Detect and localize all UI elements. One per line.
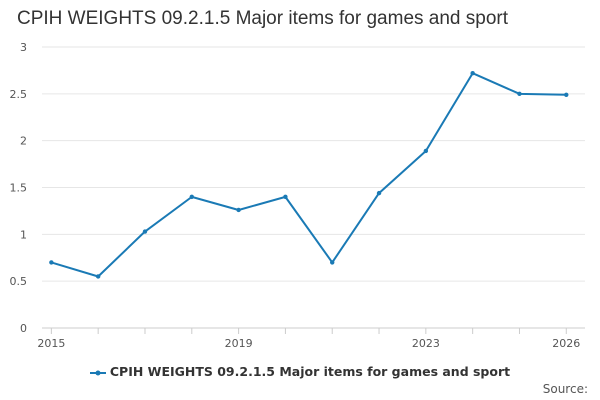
data-point[interactable] [564,92,569,97]
data-point[interactable] [517,91,522,97]
data-point[interactable] [236,207,241,213]
data-point[interactable] [376,190,382,196]
series-layer [49,71,569,279]
x-tick-label: 2019 [225,337,253,350]
x-axis: 2015 2019 2023 2026 [37,327,585,350]
data-point[interactable] [189,194,194,200]
y-tick-label: 1.5 [10,182,28,195]
y-tick-label: 3 [20,41,27,54]
data-point[interactable] [423,148,429,154]
grid-lines [42,46,585,282]
legend[interactable]: CPIH WEIGHTS 09.2.1.5 Major items for ga… [0,364,600,379]
x-tick-label: 2015 [37,337,65,350]
x-tick-label: 2023 [412,337,440,350]
source-label: Source: [542,382,588,396]
legend-marker-icon [89,370,106,375]
y-tick-label: 1 [20,228,27,241]
y-tick-label: 0 [20,322,27,335]
data-point[interactable] [142,229,148,234]
y-tick-label: 0.5 [10,275,28,288]
legend-label: CPIH WEIGHTS 09.2.1.5 Major items for ga… [109,364,511,379]
data-point[interactable] [49,260,54,265]
data-point[interactable] [95,274,101,279]
series-line [51,72,567,278]
y-tick-label: 2.5 [10,88,28,101]
y-tick-label: 2 [20,135,27,148]
data-point[interactable] [330,260,335,265]
data-point[interactable] [470,71,475,76]
chart-title: CPIH WEIGHTS 09.2.1.5 Major items for ga… [17,8,509,29]
x-tick-label: 2026 [552,337,580,350]
data-point[interactable] [283,194,288,200]
y-axis: 0 0.5 1 1.5 2 2.5 3 [10,41,28,335]
